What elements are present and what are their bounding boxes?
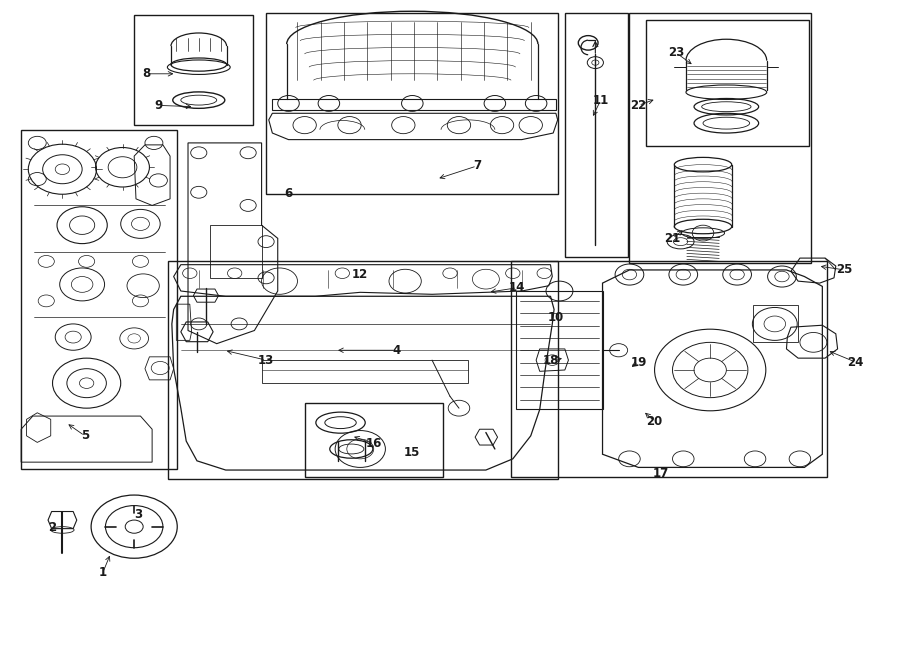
Bar — [266, 13, 558, 194]
Text: 21: 21 — [664, 232, 680, 245]
Text: 9: 9 — [154, 99, 163, 112]
Bar — [753, 305, 798, 342]
Bar — [21, 130, 177, 469]
Bar — [565, 13, 627, 256]
Text: 8: 8 — [142, 67, 151, 80]
Text: 13: 13 — [258, 354, 274, 367]
Text: 23: 23 — [668, 46, 684, 59]
Bar — [304, 403, 443, 477]
Text: 6: 6 — [284, 187, 292, 200]
Text: 17: 17 — [652, 467, 669, 481]
Text: 24: 24 — [848, 356, 864, 369]
Text: 4: 4 — [392, 344, 400, 357]
Text: 12: 12 — [352, 268, 368, 281]
Text: 5: 5 — [81, 429, 89, 442]
Text: 19: 19 — [630, 356, 646, 369]
Bar — [168, 261, 558, 479]
Bar — [134, 15, 253, 125]
Text: 14: 14 — [509, 281, 526, 294]
Text: 20: 20 — [646, 415, 662, 428]
Text: 3: 3 — [134, 508, 142, 522]
Text: 7: 7 — [472, 159, 481, 173]
Bar — [629, 13, 811, 263]
Bar — [210, 225, 262, 278]
Bar — [645, 20, 809, 146]
Text: 15: 15 — [404, 446, 420, 459]
Text: 10: 10 — [548, 311, 564, 324]
Text: 16: 16 — [365, 437, 382, 450]
Text: 22: 22 — [630, 99, 646, 112]
Text: 11: 11 — [592, 94, 609, 106]
Text: 2: 2 — [49, 522, 57, 535]
Bar — [511, 261, 827, 477]
Text: 18: 18 — [543, 354, 559, 367]
Text: 25: 25 — [837, 264, 853, 276]
Text: 1: 1 — [99, 566, 107, 579]
Bar — [517, 291, 602, 409]
